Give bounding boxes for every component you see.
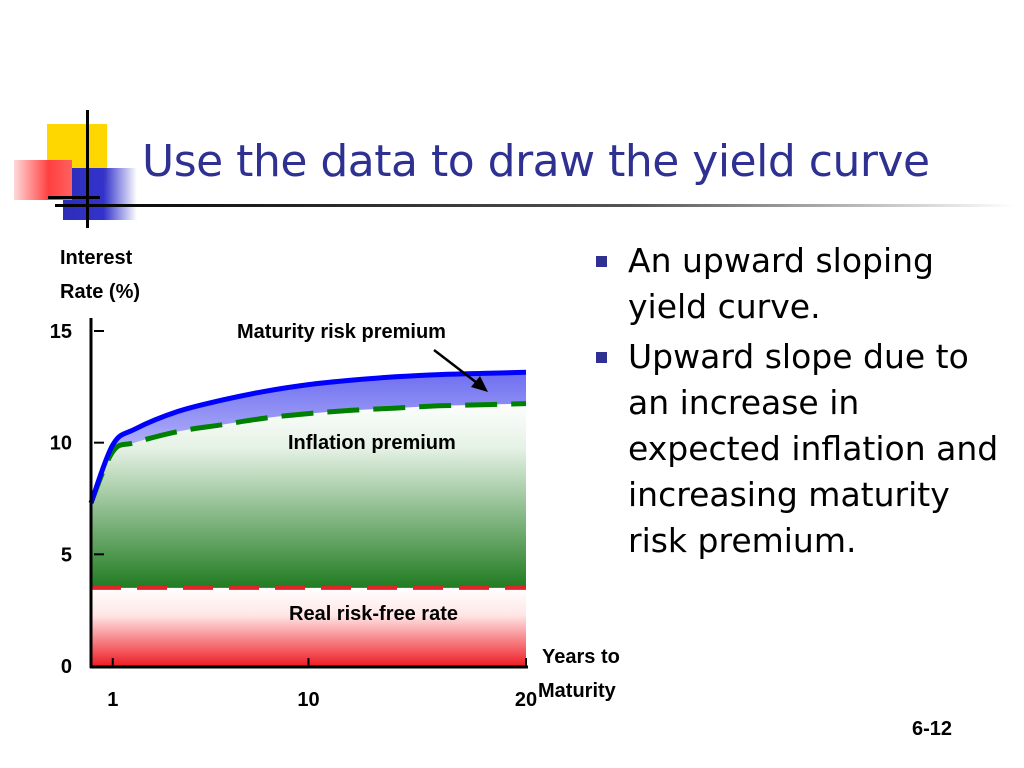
y-axis-label-line1: Interest bbox=[60, 247, 133, 269]
bullet-item: Upward slope due to an increase in expec… bbox=[594, 334, 1004, 564]
x-tick-label: 20 bbox=[515, 689, 537, 711]
title-divider bbox=[55, 204, 1015, 207]
region-label-real-risk-free: Real risk-free rate bbox=[289, 603, 458, 625]
x-tick-label: 10 bbox=[297, 689, 319, 711]
area-real-risk-free bbox=[91, 587, 526, 666]
y-tick-label: 10 bbox=[50, 433, 72, 455]
y-tick-label: 0 bbox=[61, 656, 72, 678]
x-tick-label: 1 bbox=[107, 689, 118, 711]
x-axis-label-line1: Years to bbox=[542, 646, 620, 668]
annotation-arrow-head bbox=[471, 376, 488, 392]
deco-blue-square bbox=[63, 168, 137, 220]
y-axis-ticks: 0 5 10 15 bbox=[50, 321, 104, 678]
annotation-arrow-shaft bbox=[433, 349, 482, 387]
area-maturity-risk-premium bbox=[91, 372, 526, 503]
bullet-text: An upward sloping yield curve. bbox=[628, 241, 935, 326]
y-tick-label: 5 bbox=[61, 544, 72, 566]
x-axis-label-line2: Maturity bbox=[538, 680, 617, 702]
bullet-list: An upward sloping yield curve. Upward sl… bbox=[594, 238, 1004, 568]
deco-vertical-line bbox=[86, 110, 89, 228]
bullet-item: An upward sloping yield curve. bbox=[594, 238, 1004, 330]
y-tick-label: 15 bbox=[50, 321, 72, 343]
deco-red-bar bbox=[14, 160, 72, 200]
x-axis-ticks: 1 10 20 bbox=[107, 658, 537, 711]
bullet-text: Upward slope due to an increase in expec… bbox=[628, 337, 999, 560]
region-label-inflation-premium: Inflation premium bbox=[288, 432, 456, 454]
bullet-square-icon bbox=[596, 352, 607, 363]
slide-number: 6-12 bbox=[912, 718, 953, 740]
region-label-maturity-risk-premium: Maturity risk premium bbox=[237, 321, 446, 343]
area-inflation-premium bbox=[91, 403, 526, 588]
line-inflation-premium bbox=[88, 401, 527, 504]
y-axis-label-line2: Rate (%) bbox=[60, 281, 140, 303]
deco-horizontal-line bbox=[48, 196, 100, 199]
line-yield-curve bbox=[88, 369, 527, 504]
slide-title: Use the data to draw the yield curve bbox=[142, 136, 930, 187]
bullet-square-icon bbox=[596, 256, 607, 267]
